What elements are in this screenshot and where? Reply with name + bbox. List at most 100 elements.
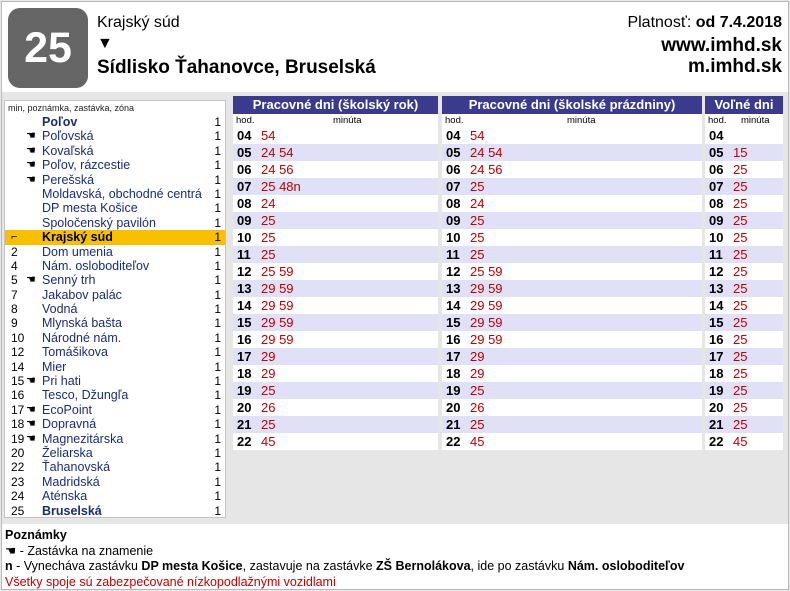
- stop-item[interactable]: 5 ☚ Senný trh 1: [5, 273, 225, 287]
- minutes-cell[interactable]: 25: [733, 315, 748, 330]
- minutes-cell[interactable]: 29 59: [470, 315, 503, 330]
- stop-item[interactable]: 19 ☚ Magnezitárska 1: [5, 432, 225, 446]
- minutes-cell[interactable]: 25: [733, 264, 748, 279]
- stop-name[interactable]: Mlynská bašta: [42, 316, 122, 331]
- minutes-cell[interactable]: 25: [733, 281, 748, 296]
- minutes-cell[interactable]: 25: [733, 383, 748, 398]
- minutes-cell[interactable]: 25: [261, 230, 276, 245]
- stop-name[interactable]: Vodná: [42, 302, 78, 317]
- minutes-cell[interactable]: 25: [470, 230, 485, 245]
- minutes-cell[interactable]: 54: [470, 128, 485, 143]
- stop-item[interactable]: Spoločenský pavilón 1: [5, 216, 225, 230]
- minutes-cell[interactable]: 54: [261, 128, 276, 143]
- minutes-cell[interactable]: 29: [261, 366, 276, 381]
- stop-item[interactable]: Moldavská, obchodné centrá 1: [5, 187, 225, 201]
- stop-item[interactable]: 24 Aténska 1: [5, 489, 225, 503]
- minutes-cell[interactable]: 45: [261, 434, 276, 449]
- stop-name[interactable]: Dopravná: [42, 417, 97, 432]
- minutes-cell[interactable]: 29: [470, 366, 485, 381]
- minutes-cell[interactable]: 25: [733, 298, 748, 313]
- stop-name[interactable]: Aténska: [42, 489, 88, 504]
- stop-item[interactable]: DP mesta Košice 1: [5, 201, 225, 215]
- stop-item[interactable]: 2 Dom umenia 1: [5, 245, 225, 259]
- stop-name[interactable]: Dom umenia: [42, 244, 113, 259]
- stop-name[interactable]: Moldavská, obchodné centrá: [42, 186, 202, 201]
- minutes-cell[interactable]: 25 59: [470, 264, 503, 279]
- minutes-cell[interactable]: 25: [733, 230, 748, 245]
- stop-name[interactable]: Senný trh: [42, 273, 96, 288]
- minutes-cell[interactable]: 25: [733, 332, 748, 347]
- stop-name[interactable]: Madridská: [42, 474, 100, 489]
- stop-name[interactable]: Krajský súd: [42, 230, 113, 245]
- minutes-cell[interactable]: 29 59: [470, 298, 503, 313]
- stop-item[interactable]: 25 Bruselská 1: [5, 504, 225, 518]
- stop-item[interactable]: Poľov 1: [5, 115, 225, 129]
- minutes-cell[interactable]: 24: [261, 196, 276, 211]
- stop-name[interactable]: Jakabov palác: [42, 287, 122, 302]
- stop-name[interactable]: Národné nám.: [42, 330, 122, 345]
- minutes-cell[interactable]: 25: [470, 213, 485, 228]
- stop-item[interactable]: 16 Tesco, Džungľa 1: [5, 388, 225, 402]
- stop-name[interactable]: Perešská: [42, 172, 95, 187]
- stop-item[interactable]: 8 Vodná 1: [5, 302, 225, 316]
- stop-item[interactable]: 22 Ťahanovská 1: [5, 460, 225, 474]
- minutes-cell[interactable]: 25: [470, 383, 485, 398]
- minutes-cell[interactable]: 26: [261, 400, 276, 415]
- minutes-cell[interactable]: 24: [470, 196, 485, 211]
- minutes-cell[interactable]: 25 48n: [261, 179, 301, 194]
- minutes-cell[interactable]: 25: [733, 196, 748, 211]
- stop-item[interactable]: ☚ Kovaľská 1: [5, 144, 225, 158]
- stop-name[interactable]: Poľov: [42, 115, 78, 129]
- stop-item[interactable]: 18 ☚ Dopravná 1: [5, 417, 225, 431]
- stop-name[interactable]: Poľov, rázcestie: [42, 158, 131, 173]
- minutes-cell[interactable]: 25: [733, 162, 748, 177]
- minutes-cell[interactable]: 29 59: [261, 315, 294, 330]
- stop-item[interactable]: 15 ☚ Pri hati 1: [5, 374, 225, 388]
- minutes-cell[interactable]: 29 59: [261, 332, 294, 347]
- minutes-cell[interactable]: 25: [261, 213, 276, 228]
- stop-name[interactable]: Poľovská: [42, 129, 94, 144]
- stop-item[interactable]: 7 Jakabov palác 1: [5, 288, 225, 302]
- minutes-cell[interactable]: 25: [261, 383, 276, 398]
- stop-name[interactable]: DP mesta Košice: [42, 201, 138, 216]
- minutes-cell[interactable]: 29: [261, 349, 276, 364]
- minutes-cell[interactable]: 25: [733, 417, 748, 432]
- stop-name[interactable]: Mier: [42, 359, 67, 374]
- minutes-cell[interactable]: 45: [470, 434, 485, 449]
- minutes-cell[interactable]: 29 59: [470, 332, 503, 347]
- web-link-mobile[interactable]: m.imhd.sk: [688, 56, 782, 77]
- minutes-cell[interactable]: 25: [470, 247, 485, 262]
- minutes-cell[interactable]: 25: [261, 417, 276, 432]
- stop-item[interactable]: 20 Želiarska 1: [5, 446, 225, 460]
- minutes-cell[interactable]: 24 56: [261, 162, 294, 177]
- stop-item[interactable]: 17 ☚ EcoPoint 1: [5, 403, 225, 417]
- minutes-cell[interactable]: 25: [733, 349, 748, 364]
- stop-name[interactable]: Magnezitárska: [42, 431, 124, 446]
- stop-name[interactable]: Kovaľská: [42, 143, 94, 158]
- minutes-cell[interactable]: 25 59: [261, 264, 294, 279]
- minutes-cell[interactable]: 25: [733, 213, 748, 228]
- stop-name[interactable]: Bruselská: [42, 503, 102, 518]
- stop-item[interactable]: 9 Mlynská bašta 1: [5, 316, 225, 330]
- stop-item[interactable]: ☚ Perešská 1: [5, 173, 225, 187]
- minutes-cell[interactable]: 25: [733, 179, 748, 194]
- minutes-cell[interactable]: 24 54: [261, 145, 294, 160]
- minutes-cell[interactable]: 25: [733, 400, 748, 415]
- stop-item[interactable]: 14 Mier 1: [5, 360, 225, 374]
- minutes-cell[interactable]: 25: [733, 247, 748, 262]
- stop-name[interactable]: Tesco, Džungľa: [42, 388, 129, 403]
- minutes-cell[interactable]: 29 59: [470, 281, 503, 296]
- stop-name[interactable]: Spoločenský pavilón: [42, 215, 156, 230]
- stop-name[interactable]: Želiarska: [42, 445, 93, 460]
- stop-item[interactable]: 12 Tomášikova 1: [5, 345, 225, 359]
- stop-item[interactable]: ☚ Poľovská 1: [5, 129, 225, 143]
- minutes-cell[interactable]: 24 54: [470, 145, 503, 160]
- stop-name[interactable]: Pri hati: [42, 374, 81, 389]
- minutes-cell[interactable]: 25: [261, 247, 276, 262]
- minutes-cell[interactable]: 26: [470, 400, 485, 415]
- stop-name[interactable]: EcoPoint: [42, 402, 93, 417]
- stop-item-current[interactable]: ⌐ Krajský súd 1: [5, 230, 225, 245]
- minutes-cell[interactable]: 29: [470, 349, 485, 364]
- stop-item[interactable]: 10 Národné nám. 1: [5, 331, 225, 345]
- stop-name[interactable]: Tomášikova: [42, 345, 108, 360]
